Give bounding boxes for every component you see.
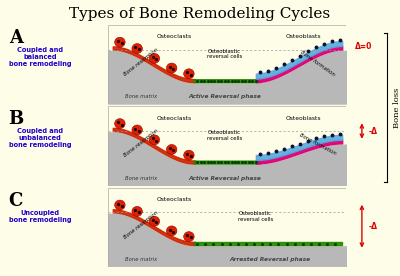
Text: A: A [9, 29, 23, 47]
Circle shape [166, 145, 177, 154]
Circle shape [132, 44, 142, 54]
Circle shape [149, 54, 160, 63]
Circle shape [166, 226, 177, 236]
Text: Bone matrix: Bone matrix [125, 176, 157, 181]
Text: Osteoblastic
reversal cells: Osteoblastic reversal cells [238, 211, 273, 222]
Text: B: B [9, 110, 24, 128]
Text: Coupled and
unbalanced
bone remodeling: Coupled and unbalanced bone remodeling [9, 128, 71, 148]
Circle shape [184, 69, 194, 79]
Text: Osteoclasts: Osteoclasts [157, 34, 192, 39]
Text: Bone matrix: Bone matrix [125, 94, 157, 99]
Text: Bone formation: Bone formation [299, 49, 336, 77]
Text: Coupled and
balanced
bone remodeling: Coupled and balanced bone remodeling [9, 47, 71, 67]
Text: Osteoclasts: Osteoclasts [157, 197, 192, 202]
Circle shape [184, 232, 194, 242]
Circle shape [132, 125, 142, 135]
Text: Osteoblasts: Osteoblasts [286, 116, 321, 121]
Text: Arrested Reversal phase: Arrested Reversal phase [229, 257, 310, 262]
Text: Osteoclasts: Osteoclasts [157, 116, 192, 121]
Text: Osteoblastic
reversal cells: Osteoblastic reversal cells [207, 49, 242, 59]
Text: Bone resorption: Bone resorption [123, 210, 160, 240]
Text: C: C [9, 192, 23, 209]
Text: Active Reversal phase: Active Reversal phase [188, 176, 261, 181]
Circle shape [115, 119, 125, 129]
Text: Bone resorption: Bone resorption [123, 128, 160, 158]
Text: Bone matrix: Bone matrix [125, 257, 157, 262]
Text: Bone loss: Bone loss [393, 87, 400, 128]
Circle shape [166, 63, 177, 73]
Circle shape [149, 216, 160, 226]
Text: Δ=0: Δ=0 [355, 42, 372, 51]
Text: Osteoblastic
reversal cells: Osteoblastic reversal cells [207, 130, 242, 141]
Text: Bone formation: Bone formation [298, 133, 337, 156]
Text: Active Reversal phase: Active Reversal phase [188, 94, 261, 99]
Circle shape [115, 200, 125, 210]
Text: -Δ: -Δ [369, 126, 378, 136]
Text: Types of Bone Remodeling Cycles: Types of Bone Remodeling Cycles [70, 7, 330, 21]
Text: Osteoblasts: Osteoblasts [286, 34, 321, 39]
Circle shape [115, 37, 125, 47]
Circle shape [132, 206, 142, 216]
Text: -Δ: -Δ [369, 222, 378, 231]
Circle shape [149, 135, 160, 145]
Text: Uncoupled
bone remodeling: Uncoupled bone remodeling [9, 210, 71, 223]
Text: Bone resorption: Bone resorption [123, 47, 160, 77]
Circle shape [184, 150, 194, 160]
